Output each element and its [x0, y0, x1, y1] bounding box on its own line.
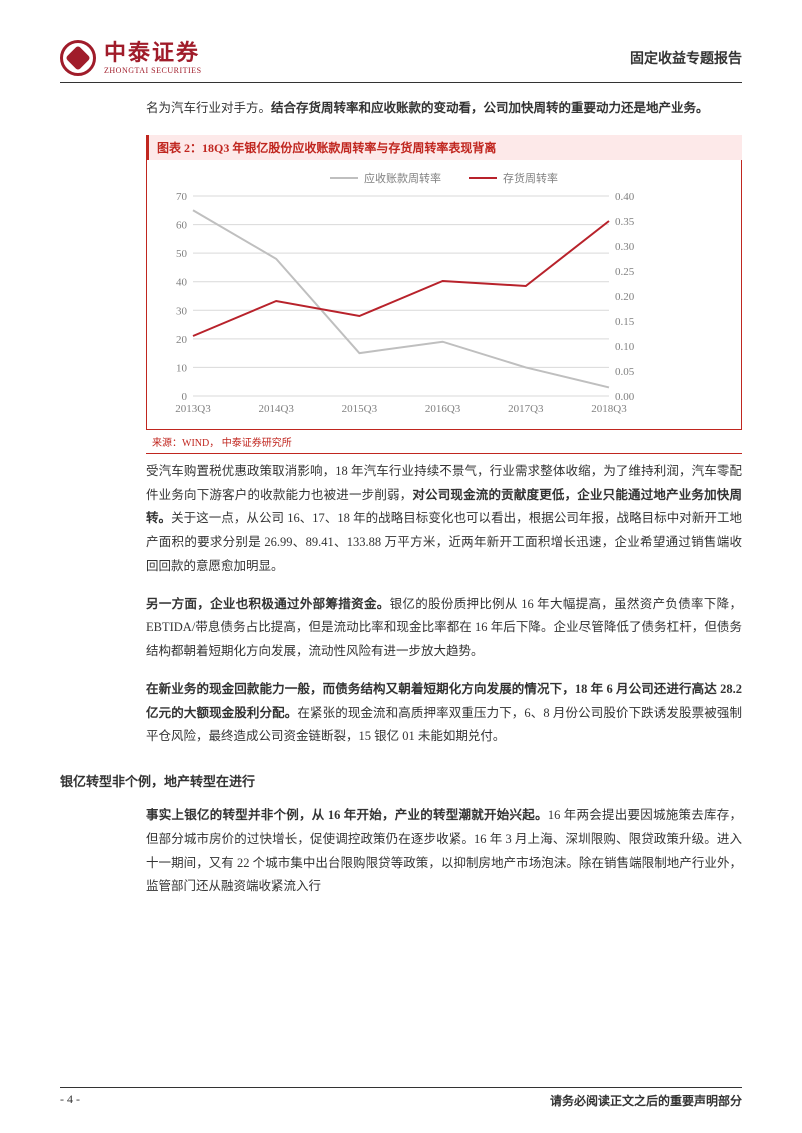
chart-svg: 0 10 20 30 40 50 60 70 0.00 0.05 0.10 0.15 0.20 0.25 0… — [153, 190, 653, 420]
intro-text: 名为汽车行业对手方。 — [146, 101, 271, 115]
p3-text-bold: 另一方面，企业也积极通过外部筹措资金。 — [146, 597, 390, 611]
paragraph-5: 事实上银亿的转型并非个例，从 16 年开始，产业的转型潮就开始兴起。16 年两会… — [146, 804, 742, 899]
chart-source: 来源：WIND， 中泰证券研究所 — [146, 432, 742, 454]
svg-text:2016Q3: 2016Q3 — [425, 403, 461, 415]
svg-text:0.05: 0.05 — [615, 366, 635, 378]
paragraph-3: 另一方面，企业也积极通过外部筹措资金。银亿的股份质押比例从 16 年大幅提高，虽… — [146, 593, 742, 664]
chart-title: 图表 2：18Q3 年银亿股份应收账款周转率与存货周转率表现背离 — [146, 135, 742, 160]
page-header: 中泰证券 ZHONGTAI SECURITIES 固定收益专题报告 — [60, 40, 742, 76]
svg-text:2013Q3: 2013Q3 — [175, 403, 211, 415]
svg-text:0: 0 — [182, 391, 188, 403]
logo-text: 中泰证券 ZHONGTAI SECURITIES — [104, 42, 202, 75]
chart-area: 应收账款周转率 存货周转率 0 10 20 30 40 50 60 70 0.00 0.05 0.1… — [146, 160, 742, 430]
svg-text:0.40: 0.40 — [615, 191, 635, 203]
svg-text:60: 60 — [176, 219, 188, 231]
intro-paragraph: 名为汽车行业对手方。结合存货周转率和应收账款的变动看，公司加快周转的重要动力还是… — [146, 97, 742, 121]
svg-text:50: 50 — [176, 248, 188, 260]
section-heading: 银亿转型非个例，地产转型在进行 — [60, 771, 742, 790]
logo-text-en: ZHONGTAI SECURITIES — [104, 66, 202, 75]
paragraph-2: 受汽车购置税优惠政策取消影响，18 年汽车行业持续不景气，行业需求整体收缩，为了… — [146, 460, 742, 579]
legend-label: 应收账款周转率 — [364, 170, 441, 186]
paragraph-4: 在新业务的现金回款能力一般，而债务结构又朝着短期化方向发展的情况下，18 年 6… — [146, 678, 742, 749]
svg-text:0.20: 0.20 — [615, 291, 635, 303]
svg-text:0.25: 0.25 — [615, 266, 635, 278]
p2-text-b: 关于这一点，从公司 16、17、18 年的战略目标变化也可以看出，根据公司年报，… — [146, 511, 742, 573]
svg-text:0.15: 0.15 — [615, 316, 635, 328]
svg-text:0.00: 0.00 — [615, 391, 635, 403]
legend-item-inventory: 存货周转率 — [469, 170, 558, 186]
intro-text-bold: 结合存货周转率和应收账款的变动看，公司加快周转的重要动力还是地产业务。 — [271, 101, 709, 115]
svg-text:30: 30 — [176, 305, 188, 317]
report-title: 固定收益专题报告 — [630, 48, 742, 68]
svg-text:0.10: 0.10 — [615, 341, 635, 353]
logo-text-cn: 中泰证券 — [104, 42, 202, 64]
svg-text:2014Q3: 2014Q3 — [258, 403, 294, 415]
svg-text:10: 10 — [176, 362, 188, 374]
logo: 中泰证券 ZHONGTAI SECURITIES — [60, 40, 202, 76]
legend-swatch-icon — [330, 177, 358, 179]
svg-text:20: 20 — [176, 334, 188, 346]
content-body: 名为汽车行业对手方。结合存货周转率和应收账款的变动看，公司加快周转的重要动力还是… — [60, 83, 742, 899]
chart-figure: 图表 2：18Q3 年银亿股份应收账款周转率与存货周转率表现背离 应收账款周转率… — [146, 135, 742, 454]
svg-text:2018Q3: 2018Q3 — [591, 403, 627, 415]
svg-text:2017Q3: 2017Q3 — [508, 403, 544, 415]
p5-text-bold: 事实上银亿的转型并非个例，从 16 年开始，产业的转型潮就开始兴起。 — [146, 808, 548, 822]
legend-item-receivables: 应收账款周转率 — [330, 170, 441, 186]
svg-text:0.30: 0.30 — [615, 241, 635, 253]
page-number: - 4 - — [60, 1092, 80, 1109]
svg-text:70: 70 — [176, 191, 188, 203]
svg-text:40: 40 — [176, 276, 188, 288]
svg-text:2015Q3: 2015Q3 — [342, 403, 378, 415]
footer-disclaimer: 请务必阅读正文之后的重要声明部分 — [550, 1092, 742, 1109]
legend-swatch-icon — [469, 177, 497, 179]
svg-text:0.35: 0.35 — [615, 216, 635, 228]
page-footer: - 4 - 请务必阅读正文之后的重要声明部分 — [60, 1087, 742, 1109]
logo-mark-icon — [60, 40, 96, 76]
chart-legend: 应收账款周转率 存货周转率 — [153, 170, 735, 186]
legend-label: 存货周转率 — [503, 170, 558, 186]
